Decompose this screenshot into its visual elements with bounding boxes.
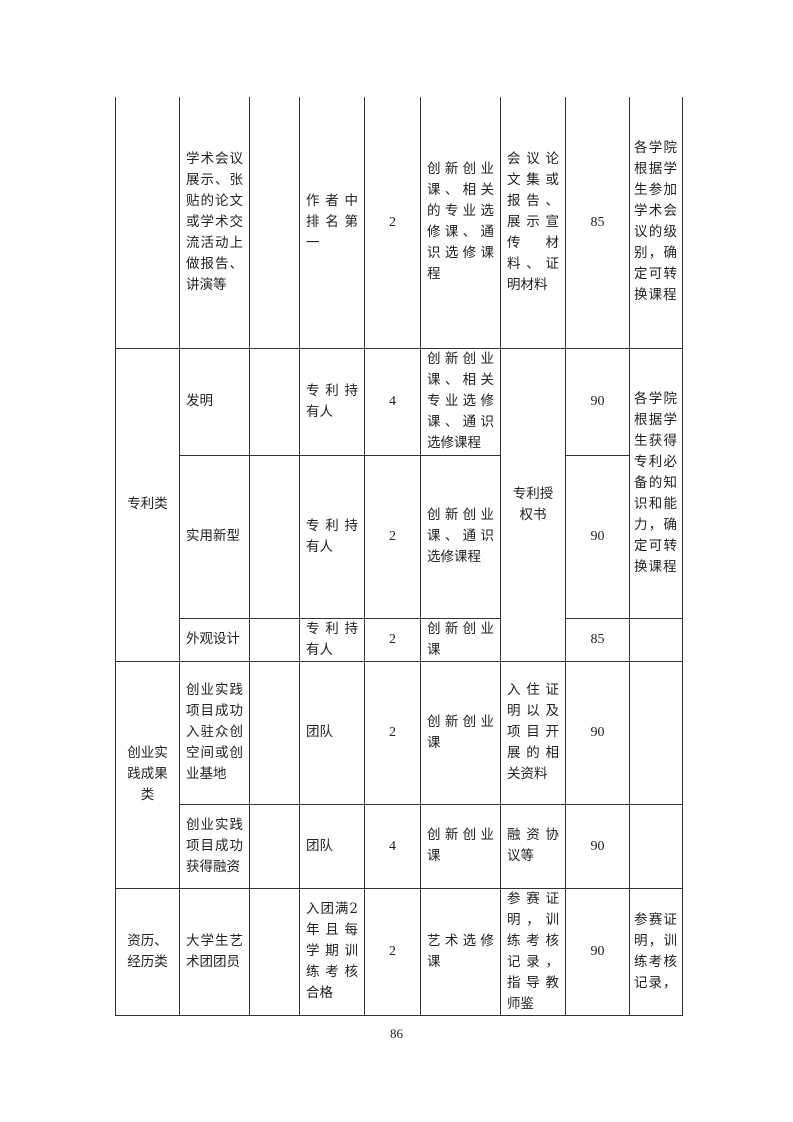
credit-cell: 2 xyxy=(364,660,421,805)
item-cell: 外观设计 xyxy=(179,617,250,662)
remark-cell xyxy=(629,660,683,805)
course-cell: 创新创业课 xyxy=(420,660,501,805)
course-cell: 创新创业课 xyxy=(420,803,501,889)
remark-cell xyxy=(629,803,683,889)
evidence-cell: 入住证明以及项目开展的相关资料 xyxy=(500,660,566,805)
course-cell: 创新创业课、相关专业选修课、通识选修课程 xyxy=(420,347,501,456)
course-cell: 艺术选修课 xyxy=(420,887,501,1016)
credit-cell: 2 xyxy=(364,97,421,349)
remark-cell xyxy=(629,617,683,662)
blank-cell xyxy=(249,660,300,805)
blank-cell xyxy=(249,617,300,662)
item-cell: 创业实践项目成功获得融资 xyxy=(179,803,250,889)
score-cell: 90 xyxy=(565,887,630,1016)
requirement-cell: 入团满2年且每学期训练考核合格 xyxy=(299,887,365,1016)
category-cell: 创业实践成果类 xyxy=(115,660,180,889)
table-row: 外观设计 专利持有人 2 创新创业课 85 xyxy=(116,617,683,662)
table-row: 资历、经历类 大学生艺术团团员 入团满2年且每学期训练考核合格 2 艺术选修课 … xyxy=(115,887,683,1016)
credit-cell: 2 xyxy=(364,887,421,1016)
table-row: 创业实践成果类 创业实践项目成功入驻众创空间或创业基地 团队 2 创新创业课 入… xyxy=(115,660,683,889)
course-cell: 创新创业课 xyxy=(420,617,501,662)
score-cell: 85 xyxy=(565,617,630,662)
requirement-cell: 作者中排名第一 xyxy=(299,97,365,349)
requirement-cell: 专利持有人 xyxy=(299,454,365,619)
item-cell: 创业实践项目成功入驻众创空间或创业基地 xyxy=(179,660,250,805)
requirement-cell: 团队 xyxy=(299,660,365,805)
category-cell: 资历、经历类 xyxy=(115,887,180,1016)
evidence-cell: 融资协议等 xyxy=(500,803,566,889)
credit-cell: 2 xyxy=(364,617,421,662)
remark-cell: 各学院根据学生参加学术会议的级别，确定可转换课程 xyxy=(629,97,683,349)
credit-cell: 4 xyxy=(364,347,421,456)
score-cell: 90 xyxy=(565,454,630,619)
page-number: 86 xyxy=(390,1026,403,1041)
score-cell: 90 xyxy=(565,347,630,456)
evidence-cell: 参赛证明，训练考核记录，指导教师鉴 xyxy=(500,887,566,1016)
blank-cell xyxy=(249,347,300,456)
requirement-cell: 专利持有人 xyxy=(299,617,365,662)
blank-cell xyxy=(249,454,300,619)
item-cell: 实用新型 xyxy=(179,454,250,619)
score-cell: 85 xyxy=(565,97,630,349)
evidence-cell: 专利授权书 xyxy=(500,347,566,662)
requirement-cell: 团队 xyxy=(299,803,365,889)
category-cell xyxy=(115,97,180,349)
remark-cell: 各学院根据学生获得专利必备的知识和能力，确定可转换课程 xyxy=(629,347,683,619)
evidence-cell: 会议论文集或报告、展示宣传材料、证明材料 xyxy=(500,97,566,349)
blank-cell xyxy=(249,803,300,889)
item-cell: 大学生艺术团团员 xyxy=(179,887,250,1016)
table-row: 专利类 发明 专利持有人 4 创新创业课、相关专业选修课、通识选修课程 专利授权… xyxy=(115,347,683,662)
table-row: 创业实践项目成功获得融资 团队 4 创新创业课 融资协议等 90 xyxy=(116,803,683,889)
table-row: 实用新型 专利持有人 2 创新创业课、通识选修课程 90 xyxy=(116,454,683,619)
table-row: 学术会议展示、张贴的论文或学术交流活动上做报告、讲演等 作者中排名第一 2 创新… xyxy=(115,97,683,349)
item-cell: 学术会议展示、张贴的论文或学术交流活动上做报告、讲演等 xyxy=(179,97,250,349)
item-cell: 发明 xyxy=(179,347,250,456)
blank-cell xyxy=(249,887,300,1016)
score-cell: 90 xyxy=(565,803,630,889)
blank-cell xyxy=(249,97,300,349)
credit-conversion-table: 学术会议展示、张贴的论文或学术交流活动上做报告、讲演等 作者中排名第一 2 创新… xyxy=(115,97,683,1016)
score-cell: 90 xyxy=(565,660,630,805)
credit-cell: 4 xyxy=(364,803,421,889)
course-cell: 创新创业课、通识选修课程 xyxy=(420,454,501,619)
requirement-cell: 专利持有人 xyxy=(299,347,365,456)
credit-cell: 2 xyxy=(364,454,421,619)
course-cell: 创新创业课、相关的专业选修课、通识选修课程 xyxy=(420,97,501,349)
remark-cell: 参赛证明，训练考核记录， xyxy=(629,887,683,1016)
category-cell: 专利类 xyxy=(115,347,180,662)
